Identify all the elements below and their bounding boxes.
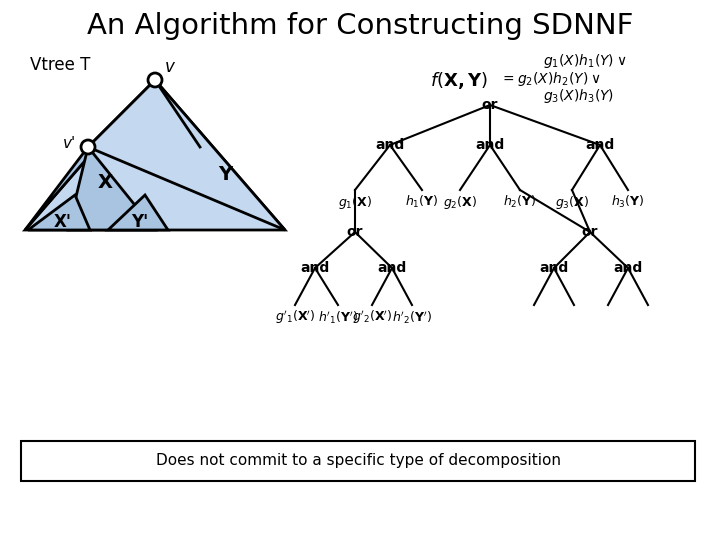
Text: $h_1(\mathbf{Y})$: $h_1(\mathbf{Y})$ xyxy=(405,194,438,210)
Text: $g_1(X)h_1(Y)\vee$: $g_1(X)h_1(Y)\vee$ xyxy=(543,52,626,70)
FancyBboxPatch shape xyxy=(21,441,695,481)
Circle shape xyxy=(81,140,95,154)
Circle shape xyxy=(148,73,162,87)
Text: v': v' xyxy=(63,136,76,151)
Text: $f(\mathbf{X,Y})$: $f(\mathbf{X,Y})$ xyxy=(430,70,488,91)
Text: Does not commit to a specific type of decomposition: Does not commit to a specific type of de… xyxy=(156,454,560,469)
Text: Vtree T: Vtree T xyxy=(30,56,91,74)
Polygon shape xyxy=(88,80,285,230)
Text: and: and xyxy=(585,138,615,152)
Text: v: v xyxy=(165,58,175,76)
Text: and: and xyxy=(377,261,407,275)
Polygon shape xyxy=(25,80,285,230)
Text: $g_3(\mathbf{X})$: $g_3(\mathbf{X})$ xyxy=(555,194,589,211)
Text: and: and xyxy=(475,138,505,152)
Text: An Algorithm for Constructing SDNNF: An Algorithm for Constructing SDNNF xyxy=(87,12,633,40)
Text: and: and xyxy=(613,261,643,275)
Polygon shape xyxy=(108,195,168,230)
Text: or: or xyxy=(582,225,598,239)
Text: $g'_2(\mathbf{X'})$: $g'_2(\mathbf{X'})$ xyxy=(352,309,392,327)
Text: X': X' xyxy=(54,213,72,231)
Text: X: X xyxy=(97,172,112,192)
Polygon shape xyxy=(25,80,155,230)
Text: and: and xyxy=(539,261,569,275)
Text: $g_3(X)h_3(Y)$: $g_3(X)h_3(Y)$ xyxy=(543,87,614,105)
Text: $g_1(\mathbf{X})$: $g_1(\mathbf{X})$ xyxy=(338,194,372,211)
Text: Y: Y xyxy=(218,165,232,185)
Text: $h_2(\mathbf{Y})$: $h_2(\mathbf{Y})$ xyxy=(503,194,537,210)
Text: $h_3(\mathbf{Y})$: $h_3(\mathbf{Y})$ xyxy=(611,194,645,210)
Text: and: and xyxy=(375,138,405,152)
Polygon shape xyxy=(68,147,155,230)
Text: Y': Y' xyxy=(131,213,148,231)
Text: $= g_2(X)h_2(Y)\vee$: $= g_2(X)h_2(Y)\vee$ xyxy=(500,70,600,88)
Text: $g_2(\mathbf{X})$: $g_2(\mathbf{X})$ xyxy=(443,194,477,211)
Text: $h'_1(\mathbf{Y'})$: $h'_1(\mathbf{Y'})$ xyxy=(318,309,358,326)
Polygon shape xyxy=(28,195,90,230)
Text: and: and xyxy=(300,261,330,275)
Text: or: or xyxy=(482,98,498,112)
Text: or: or xyxy=(347,225,364,239)
Text: $g'_1(\mathbf{X'})$: $g'_1(\mathbf{X'})$ xyxy=(275,309,315,327)
Text: $h'_2(\mathbf{Y'})$: $h'_2(\mathbf{Y'})$ xyxy=(392,309,432,326)
